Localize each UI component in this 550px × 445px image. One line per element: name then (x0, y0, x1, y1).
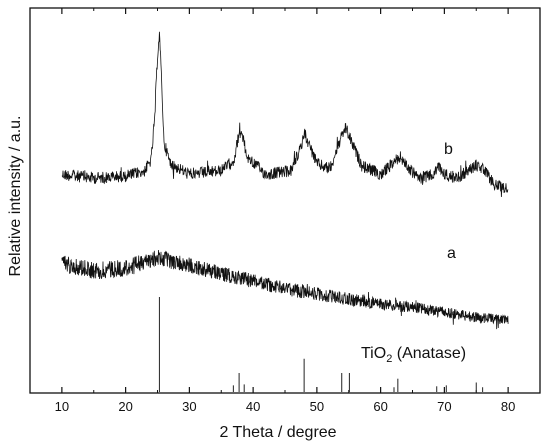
x-tick-label: 70 (437, 399, 451, 414)
x-tick-label: 50 (310, 399, 324, 414)
x-tick-label: 80 (501, 399, 515, 414)
series-a-line (61, 249, 509, 330)
reference-label-rest: (Anatase) (392, 345, 466, 362)
x-tick-label: 30 (182, 399, 196, 414)
x-tick-label: 40 (246, 399, 260, 414)
x-tick-label: 10 (55, 399, 69, 414)
reference-label-sub: 2 (386, 353, 392, 365)
plot-frame (29, 7, 541, 394)
x-tick-label: 20 (118, 399, 132, 414)
series-b-line (61, 31, 509, 197)
axes-layer: 10 20 30 40 50 60 70 80 (29, 7, 541, 414)
x-axis-label: 2 Theta / degree (219, 424, 336, 441)
series-layer (61, 31, 509, 330)
reference-label: TiO2 (Anatase) (361, 345, 466, 365)
reference-label-main: TiO (361, 345, 386, 362)
series-a-label: a (447, 245, 456, 262)
x-tick-label: 60 (373, 399, 387, 414)
y-axis-label: Relative intensity / a.u. (7, 116, 24, 277)
labels-layer: 2 Theta / degree Relative intensity / a.… (7, 116, 466, 441)
reference-layer (158, 297, 484, 392)
series-b-label: b (444, 141, 453, 158)
